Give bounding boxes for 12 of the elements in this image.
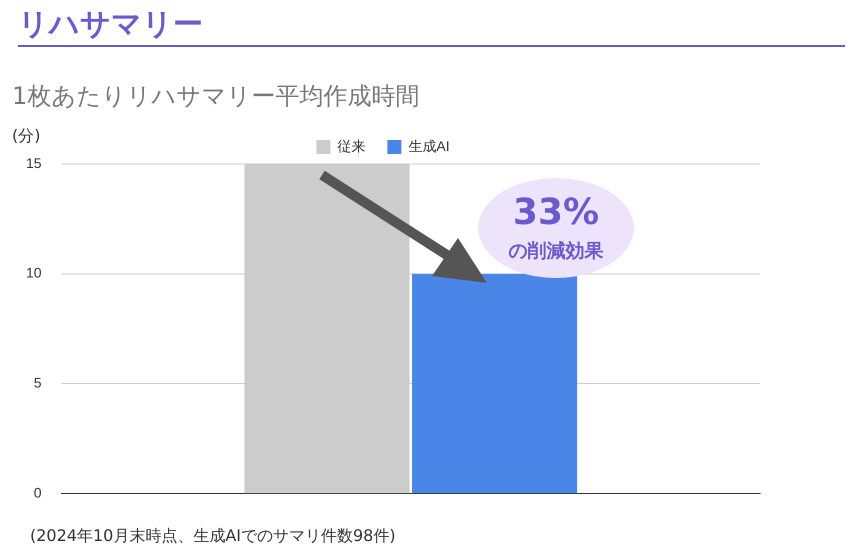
text: (2024年10月末時点、生成AIでのサマリ件数98件) — [30, 526, 396, 547]
y-tick-label: 5 — [34, 374, 42, 391]
chart-subtitle: 1枚あたりリハサマリー平均作成時間 — [12, 81, 420, 112]
chart-title: リハサマリー — [18, 6, 203, 44]
y-axis-title: (分) — [12, 126, 40, 147]
annotation: の削減効果 — [508, 239, 604, 264]
legend-label: 生成AI — [408, 138, 450, 154]
y-tick-label: 15 — [26, 154, 42, 171]
annotation: 33% — [512, 192, 600, 233]
legend-label: 従来 — [337, 138, 366, 154]
y-tick-label: 0 — [34, 484, 42, 500]
y-tick-label: 10 — [26, 264, 42, 281]
